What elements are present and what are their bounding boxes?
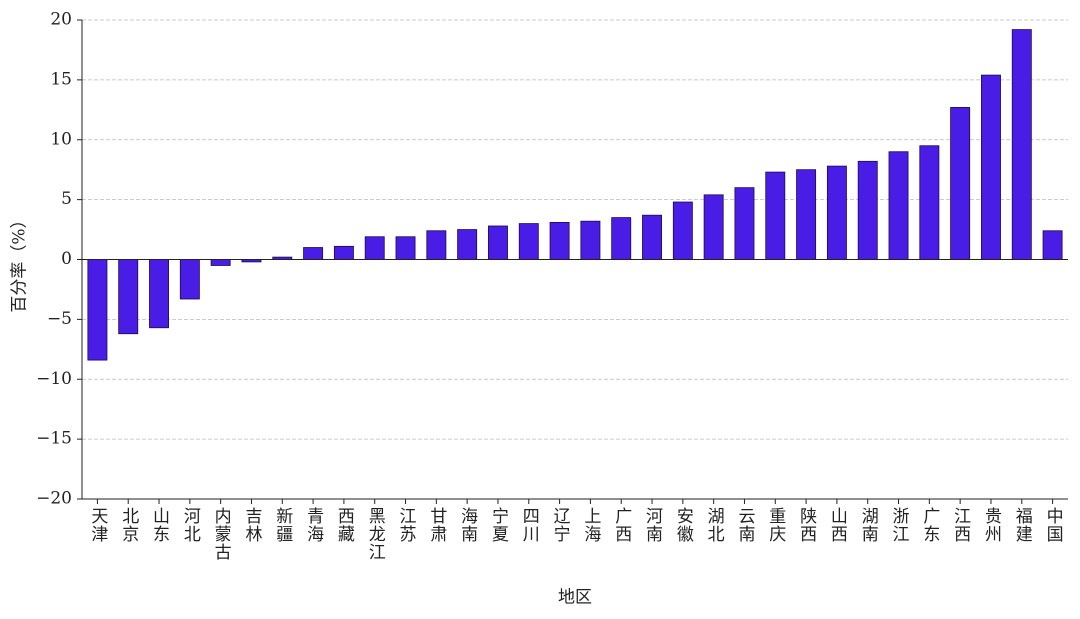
x-tick-label: 青海 [303,507,324,543]
x-tick-label: 中国 [1043,507,1063,543]
bar [488,225,508,260]
bar [765,171,786,260]
bar [426,230,447,260]
x-tick-label: 辽宁 [550,507,571,543]
x-tick-label: 浙江 [889,507,910,543]
bar [919,145,940,260]
bar [87,259,108,361]
bar [796,169,817,260]
x-tick-label: 湖南 [858,507,879,543]
x-tick-label: 山西 [827,507,847,543]
x-tick-label: 安徽 [673,507,694,543]
bar [888,151,909,260]
y-axis-label: 百分率（%） [10,211,30,312]
bar [395,236,416,260]
x-tick-label: 山东 [149,507,169,543]
x-tick-label: 广东 [919,507,940,543]
bar [981,74,1001,260]
bar [364,236,385,260]
x-tick-label: 河南 [642,507,663,543]
bar [518,223,539,260]
x-tick-label: 天津 [87,507,108,543]
bar [149,259,169,329]
bar [549,221,570,260]
y-tick-label: −20 [36,489,72,509]
x-tick-label: 甘肃 [426,507,447,543]
bar [333,245,354,260]
bar [457,229,478,260]
x-tick-label: 江西 [950,507,971,543]
y-tick-label: 5 [61,189,72,209]
bar [611,217,632,260]
bar [118,259,139,335]
bar [642,214,662,260]
y-tick-label: 15 [50,69,72,89]
x-tick-label: 北京 [118,507,139,543]
bar [1011,29,1032,260]
x-tick-label: 上海 [580,507,601,543]
bar [703,194,724,260]
bar [672,201,693,260]
x-tick-label: 重庆 [765,507,786,543]
x-tick-label: 广西 [611,507,632,543]
y-tick-label: −10 [36,369,72,389]
x-tick-label: 河北 [180,507,201,543]
x-tick-label: 湖北 [704,507,725,543]
y-tick-label: 20 [50,10,72,30]
x-tick-label: 福建 [1012,507,1033,543]
x-tick-label: 云南 [734,507,755,543]
x-axis-label: 地区 [558,588,592,608]
bar [734,187,755,260]
bar [826,165,847,260]
bar [210,259,231,266]
x-tick-label: 吉林 [241,507,262,543]
bar [950,107,971,260]
x-tick-label: 宁夏 [488,507,509,543]
x-tick-label: 西藏 [334,507,355,543]
y-tick-label: 10 [50,129,72,149]
x-tick-label: 贵州 [981,507,1002,543]
x-tick-label: 海南 [457,507,478,543]
bar [1042,230,1063,260]
y-tick-label: −15 [36,429,72,449]
x-tick-label: 四川 [519,507,540,543]
bar [303,247,324,260]
x-tick-label: 新疆 [272,507,293,543]
bar [580,220,601,260]
x-tick-label: 陕西 [796,507,816,543]
bar [857,160,878,260]
x-tick-label: 江苏 [396,507,417,543]
x-tick-label: 内蒙古 [211,507,232,561]
y-tick-label: −5 [47,309,72,329]
bar [179,259,200,300]
x-tick-label: 黑龙江 [365,507,386,561]
y-tick-label: 0 [61,249,72,269]
